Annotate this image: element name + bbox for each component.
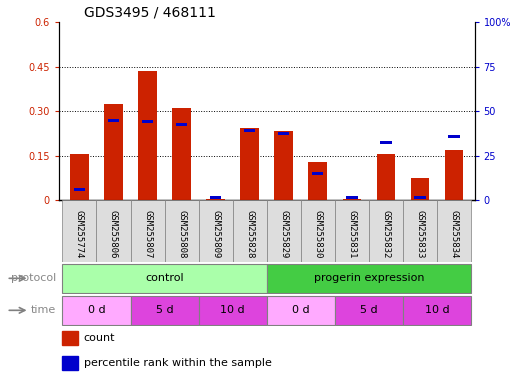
Bar xyxy=(62,331,78,345)
Bar xyxy=(130,200,165,262)
Bar xyxy=(176,123,187,126)
Text: GSM255830: GSM255830 xyxy=(313,210,322,258)
Text: control: control xyxy=(145,273,184,283)
Bar xyxy=(138,71,157,200)
Bar xyxy=(403,200,437,262)
Bar xyxy=(411,178,429,200)
Text: 10 d: 10 d xyxy=(425,305,449,315)
Bar xyxy=(445,150,463,200)
Text: 0 d: 0 d xyxy=(88,305,105,315)
Bar xyxy=(199,200,233,262)
Text: GDS3495 / 468111: GDS3495 / 468111 xyxy=(84,6,216,20)
Text: GSM255832: GSM255832 xyxy=(382,210,390,258)
Text: GSM255774: GSM255774 xyxy=(75,210,84,258)
Bar xyxy=(241,127,259,200)
Text: GSM255829: GSM255829 xyxy=(279,210,288,258)
Text: 5 d: 5 d xyxy=(156,305,173,315)
Bar xyxy=(70,154,89,200)
Bar xyxy=(415,197,426,199)
Bar xyxy=(377,154,396,200)
Bar xyxy=(142,120,153,123)
Bar xyxy=(63,200,96,262)
Bar xyxy=(267,296,335,325)
Bar xyxy=(210,197,221,199)
Bar xyxy=(104,104,123,200)
Text: GSM255831: GSM255831 xyxy=(347,210,357,258)
Bar xyxy=(335,200,369,262)
Bar xyxy=(63,296,130,325)
Text: count: count xyxy=(84,333,115,343)
Text: GSM255834: GSM255834 xyxy=(449,210,459,258)
Text: GSM255807: GSM255807 xyxy=(143,210,152,258)
Bar xyxy=(267,200,301,262)
Bar xyxy=(380,141,391,144)
Bar xyxy=(448,135,460,138)
Bar xyxy=(312,172,324,175)
Text: GSM255833: GSM255833 xyxy=(416,210,425,258)
Bar xyxy=(335,296,403,325)
Bar xyxy=(437,200,471,262)
Bar xyxy=(96,200,130,262)
Bar xyxy=(278,132,289,135)
Bar xyxy=(274,131,293,200)
Bar xyxy=(63,264,267,293)
Bar xyxy=(244,129,255,132)
Bar xyxy=(62,356,78,370)
Text: progerin expression: progerin expression xyxy=(313,273,424,283)
Bar xyxy=(308,162,327,200)
Text: 5 d: 5 d xyxy=(360,305,378,315)
Text: percentile rank within the sample: percentile rank within the sample xyxy=(84,358,271,368)
Bar xyxy=(346,197,358,199)
Bar xyxy=(343,199,361,200)
Bar xyxy=(74,187,85,190)
Bar xyxy=(130,296,199,325)
Text: 0 d: 0 d xyxy=(292,305,310,315)
Bar xyxy=(199,296,267,325)
Text: GSM255828: GSM255828 xyxy=(245,210,254,258)
Text: GSM255806: GSM255806 xyxy=(109,210,118,258)
Bar xyxy=(403,296,471,325)
Text: 10 d: 10 d xyxy=(221,305,245,315)
Bar xyxy=(233,200,267,262)
Text: GSM255808: GSM255808 xyxy=(177,210,186,258)
Text: GSM255809: GSM255809 xyxy=(211,210,220,258)
Bar xyxy=(172,108,191,200)
Bar xyxy=(267,264,471,293)
Bar xyxy=(301,200,335,262)
Bar xyxy=(369,200,403,262)
Bar xyxy=(108,119,119,122)
Text: time: time xyxy=(31,305,56,315)
Text: protocol: protocol xyxy=(11,273,56,283)
Bar xyxy=(206,199,225,200)
Bar xyxy=(165,200,199,262)
